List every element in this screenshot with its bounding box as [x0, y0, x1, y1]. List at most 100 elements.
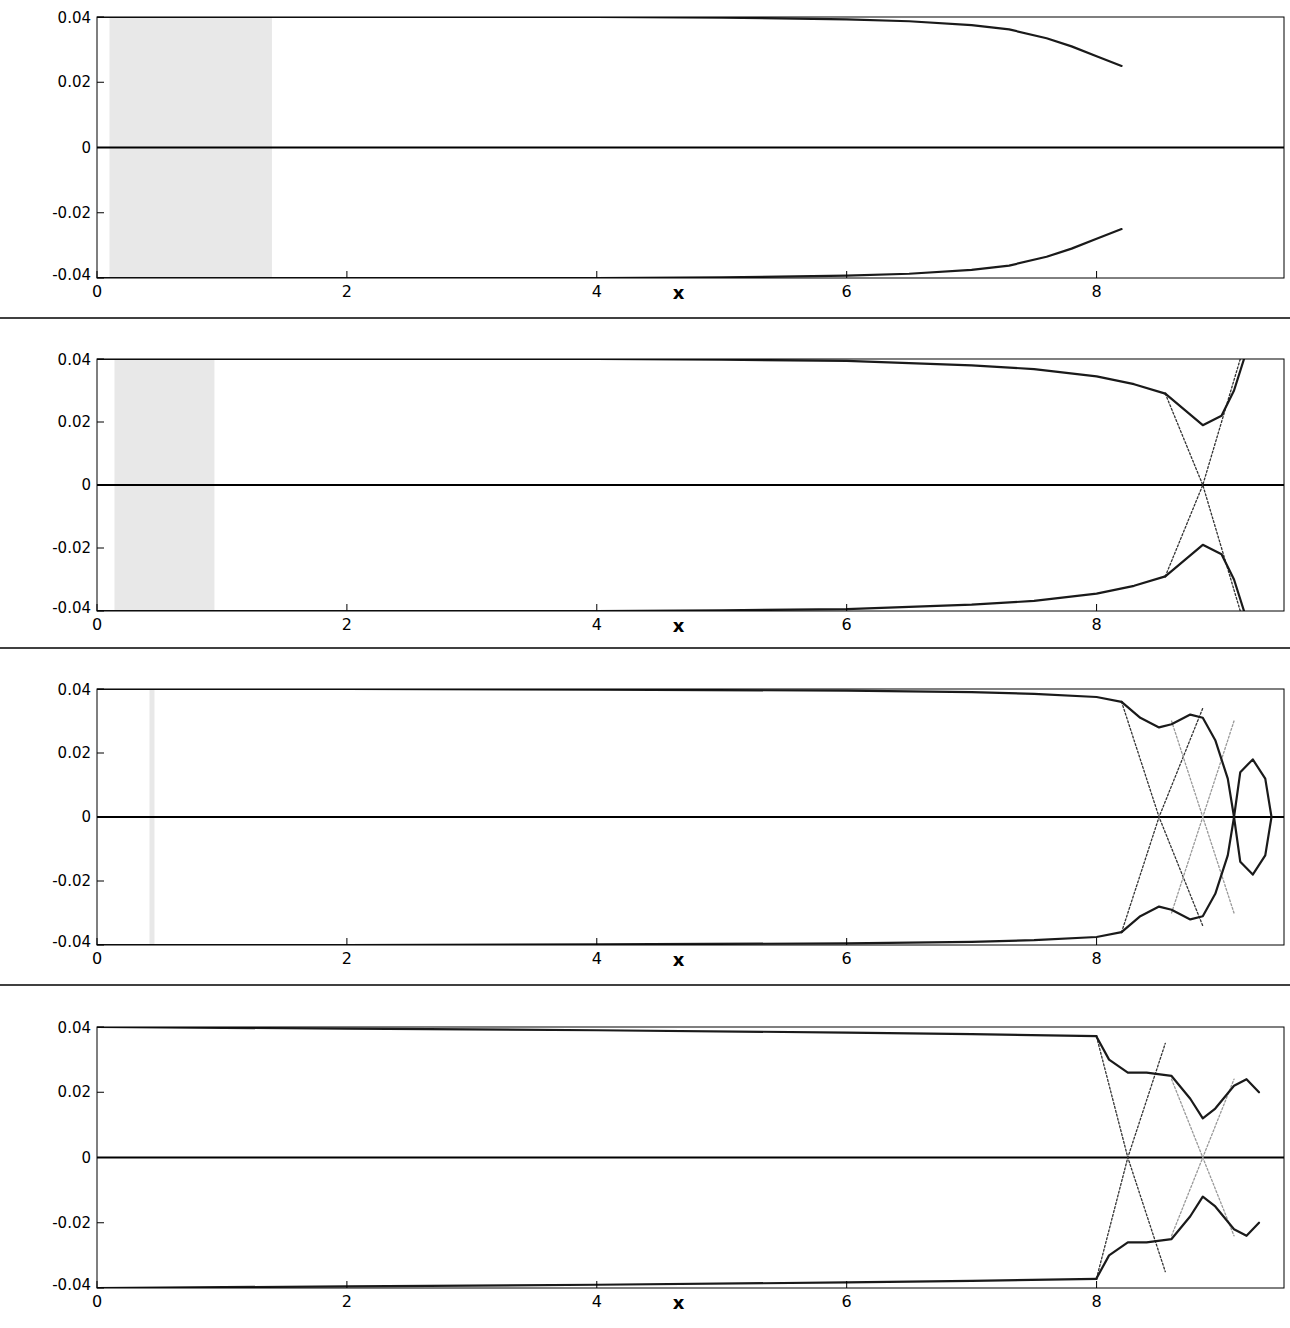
contour-line [1097, 1037, 1259, 1119]
shock-line [1122, 708, 1203, 932]
x-tick-label: 2 [342, 1292, 352, 1311]
x-tick-label: 4 [592, 949, 602, 968]
panel: -0.04-0.0200.020.0402468x [52, 1019, 1284, 1313]
y-tick [97, 359, 104, 360]
y-tick [97, 753, 104, 754]
shock-line [1172, 1079, 1234, 1236]
y-tick [97, 147, 104, 148]
x-tick [1096, 271, 1097, 278]
y-tick-label: 0.02 [58, 744, 91, 762]
shock-line [1172, 1079, 1234, 1236]
contour-line [97, 484, 1284, 486]
x-tick [596, 1281, 597, 1288]
x-tick-label: 8 [1091, 615, 1101, 634]
contour-line [1122, 702, 1234, 817]
y-tick-label: 0 [81, 476, 91, 494]
y-tick [97, 945, 104, 946]
x-tick [596, 938, 597, 945]
x-tick [1096, 1281, 1097, 1288]
plot-frame [97, 359, 1284, 611]
y-tick-label: 0.04 [58, 1019, 91, 1037]
contour-line [97, 1156, 1284, 1158]
plot-background [97, 359, 1284, 611]
x-tick [1096, 938, 1097, 945]
x-tick [846, 938, 847, 945]
y-tick-label: -0.02 [52, 1214, 91, 1232]
y-tick [97, 611, 104, 612]
x-tick-label: 6 [842, 1292, 852, 1311]
x-tick [346, 271, 347, 278]
x-tick-label: 2 [342, 282, 352, 301]
shock-line [1122, 702, 1203, 926]
x-tick-label: 0 [92, 615, 102, 634]
x-tick-label: 6 [842, 949, 852, 968]
contour-line [97, 359, 1165, 394]
contour-line [97, 689, 1122, 702]
x-tick [596, 604, 597, 611]
x-axis-title: x [673, 949, 685, 970]
x-axis-title: x [673, 282, 685, 303]
contour-line [97, 1279, 1097, 1288]
x-tick [846, 1281, 847, 1288]
x-tick-label: 0 [92, 949, 102, 968]
x-tick-label: 4 [592, 282, 602, 301]
contour-line [97, 146, 1284, 148]
contour-line [1165, 359, 1244, 425]
x-tick-label: 6 [842, 615, 852, 634]
y-tick-label: -0.02 [52, 539, 91, 557]
contour-line [1097, 1197, 1259, 1279]
y-tick-label: -0.04 [52, 1276, 91, 1294]
y-tick [97, 689, 104, 690]
contour-line [1165, 545, 1244, 611]
y-tick-label: 0.04 [58, 9, 91, 27]
plot-frame [97, 689, 1284, 945]
x-tick [346, 604, 347, 611]
y-tick [97, 1092, 104, 1093]
contour-line [97, 576, 1165, 611]
contour-line [97, 17, 1122, 66]
shock-line [1172, 721, 1234, 913]
y-tick-label: -0.04 [52, 266, 91, 284]
y-tick [97, 485, 104, 486]
y-tick [97, 548, 104, 549]
y-tick [97, 17, 104, 18]
plot-frame [97, 1027, 1284, 1288]
x-tick [97, 271, 98, 278]
x-tick [846, 271, 847, 278]
x-tick [97, 604, 98, 611]
plot-area [97, 17, 1284, 278]
contour-line [97, 816, 1284, 818]
contour-line [1122, 817, 1234, 932]
y-tick [97, 881, 104, 882]
y-tick [97, 817, 104, 818]
y-tick-label: -0.02 [52, 872, 91, 890]
x-tick [846, 604, 847, 611]
x-tick [1096, 604, 1097, 611]
x-tick-label: 2 [342, 949, 352, 968]
plot-area [97, 689, 1284, 945]
x-tick-label: 8 [1091, 282, 1101, 301]
y-tick-label: 0.02 [58, 1083, 91, 1101]
contour-line [97, 932, 1122, 945]
shock-line [1165, 359, 1240, 576]
y-tick [97, 1288, 104, 1289]
x-tick-label: 8 [1091, 949, 1101, 968]
figure: -0.04 -0.02 0 0.02 0.04 0 2 4 6 8 x -0.04 -0.02 0 0.02… [0, 0, 1290, 1328]
contour-line [97, 1027, 1097, 1036]
y-tick [97, 212, 104, 213]
y-tick-label: -0.04 [52, 599, 91, 617]
y-tick-label: 0 [81, 1149, 91, 1167]
panel: -0.04-0.0200.020.0402468x [52, 351, 1284, 636]
y-tick-label: 0.02 [58, 413, 91, 431]
plot-area [97, 359, 1284, 611]
y-tick [97, 1027, 104, 1028]
panel-separator [0, 984, 1290, 986]
plot-background [97, 1027, 1284, 1288]
x-tick-label: 4 [592, 1292, 602, 1311]
x-tick [596, 271, 597, 278]
plot-background [97, 689, 1284, 945]
y-tick [97, 1222, 104, 1223]
x-tick-label: 6 [842, 282, 852, 301]
shock-line [1165, 394, 1240, 611]
y-tick-label: -0.04 [52, 933, 91, 951]
